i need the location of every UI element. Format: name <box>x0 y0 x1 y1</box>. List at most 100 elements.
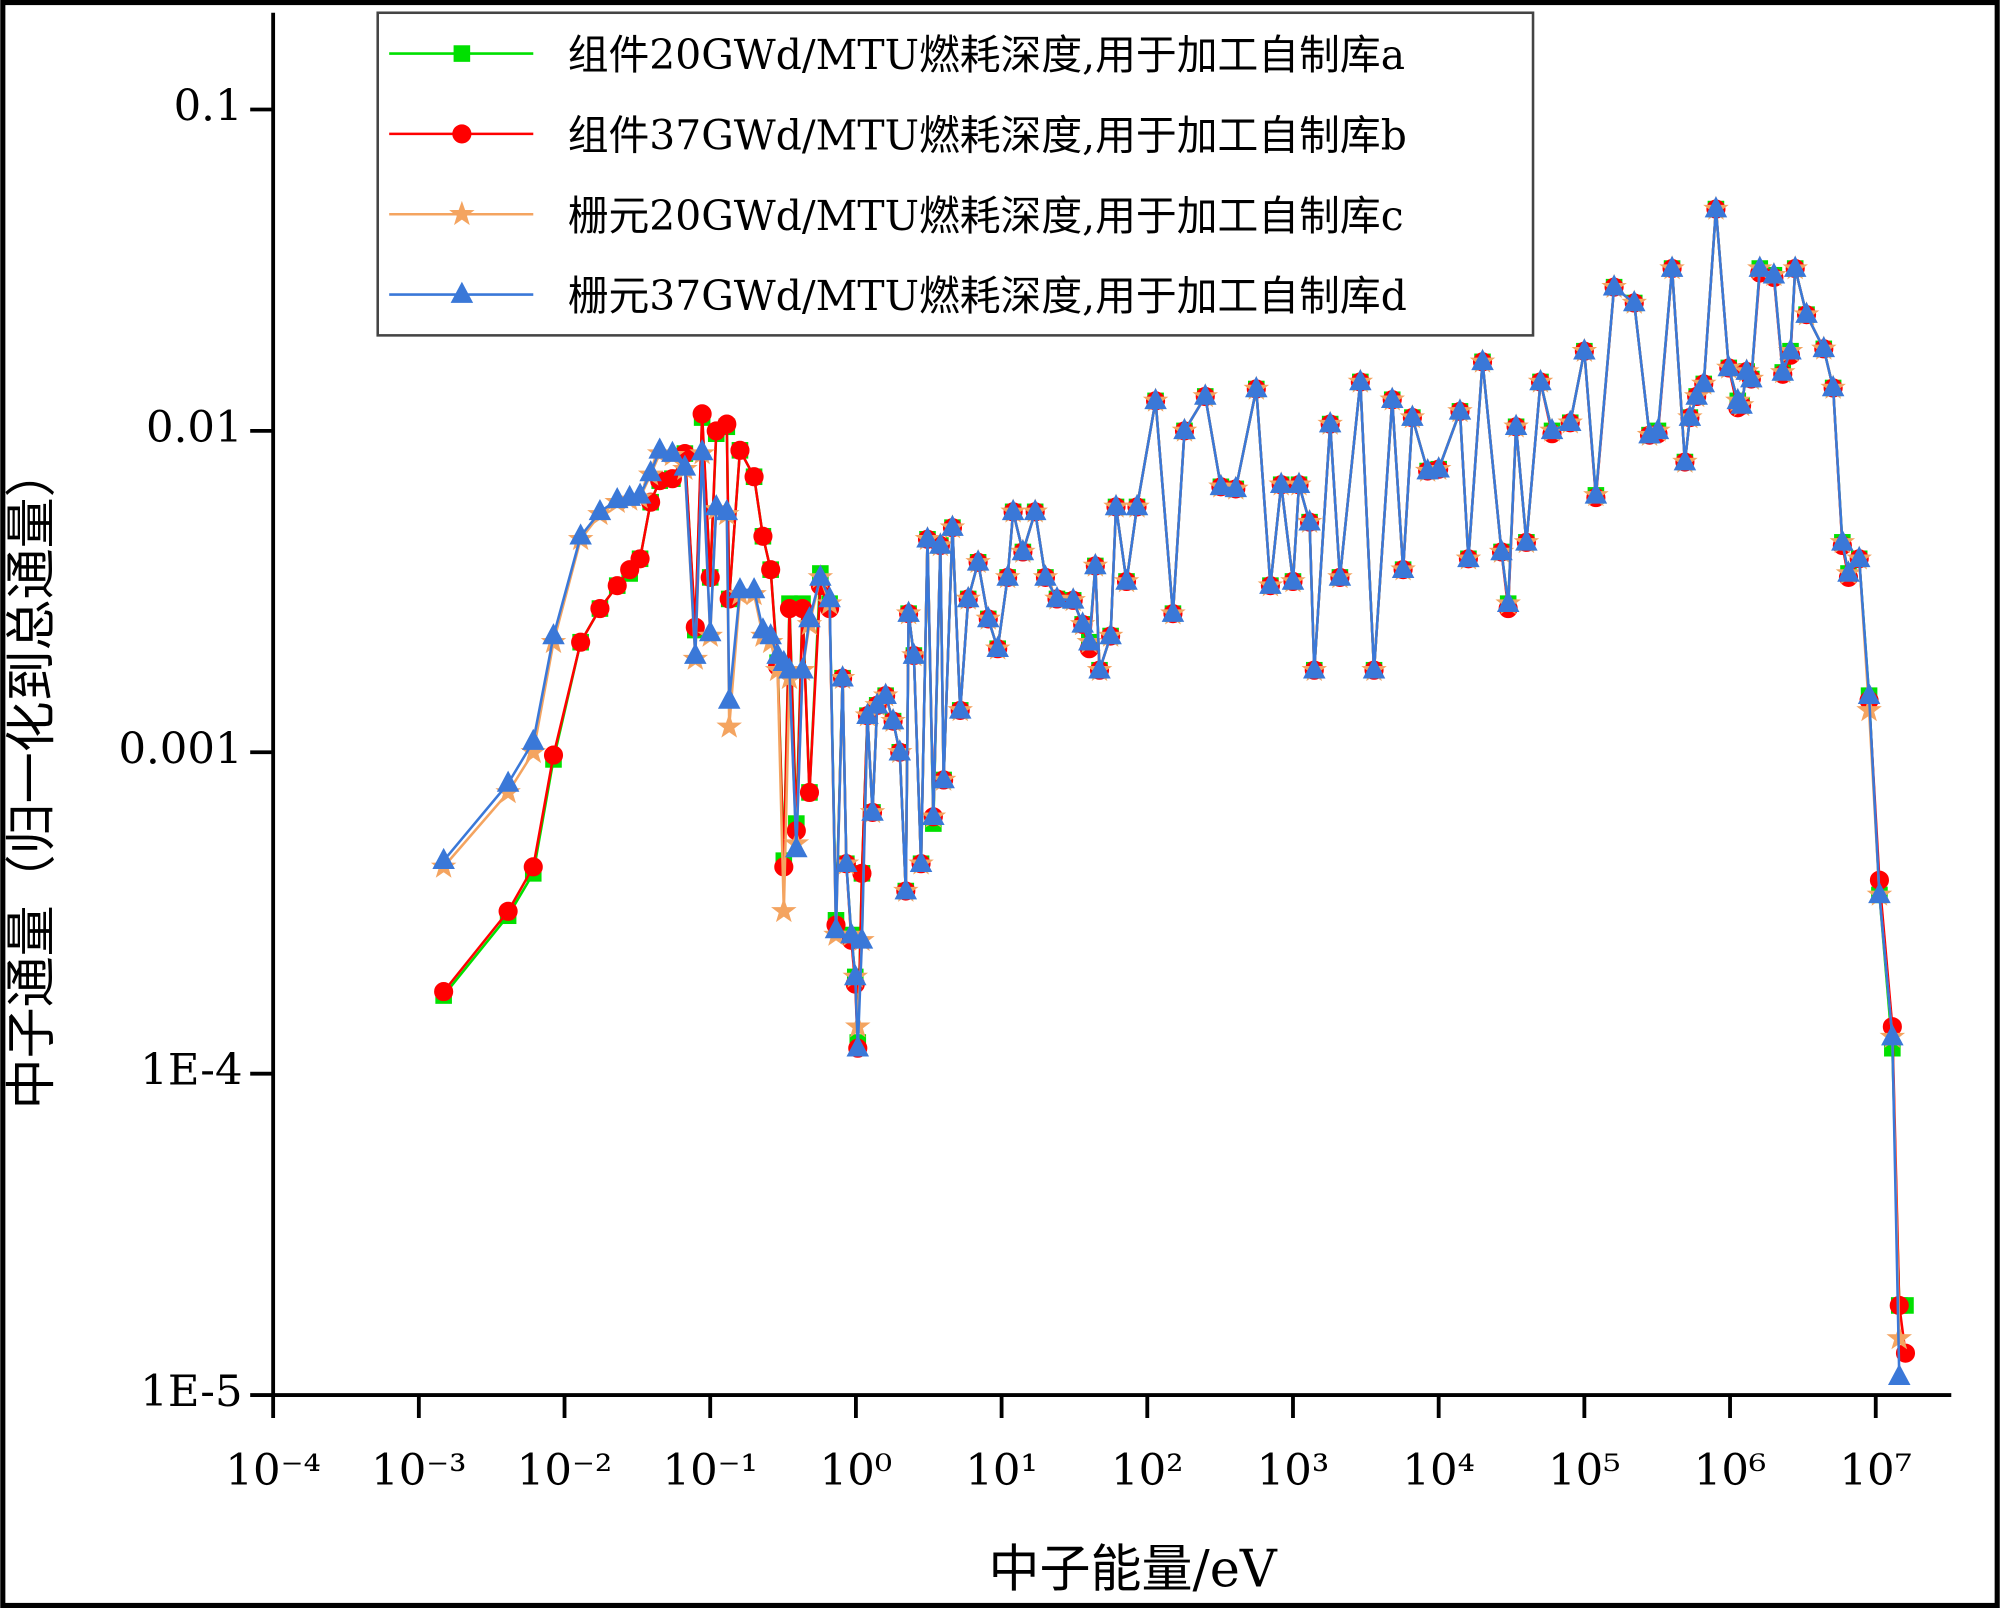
marker-triangle <box>1259 572 1282 594</box>
marker-triangle <box>948 697 972 719</box>
marker-triangle <box>1678 404 1702 426</box>
marker-circle <box>744 467 764 487</box>
marker-triangle <box>1730 392 1753 414</box>
legend-label: 栅元37GWd/MTU燃耗深度,用于加工自制库d <box>568 272 1407 320</box>
marker-triangle <box>661 440 684 462</box>
marker-triangle <box>1194 383 1217 405</box>
marker-triangle <box>791 657 814 679</box>
marker-triangle <box>1001 498 1025 521</box>
marker-triangle <box>1034 564 1057 586</box>
marker-triangle <box>1104 494 1128 516</box>
marker-triangle <box>1573 338 1596 360</box>
marker-triangle <box>902 642 926 664</box>
marker-circle <box>700 567 720 587</box>
marker-triangle <box>690 439 714 461</box>
marker-triangle <box>1783 255 1807 277</box>
marker-triangle <box>1490 539 1513 561</box>
marker-triangle <box>1660 255 1684 277</box>
marker-triangle <box>1099 623 1122 645</box>
marker-triangle <box>1584 482 1608 504</box>
marker-circle <box>717 414 737 434</box>
marker-triangle <box>1245 376 1268 398</box>
legend-label: 栅元20GWd/MTU燃耗深度,用于加工自制库c <box>568 192 1404 240</box>
marker-star <box>449 200 475 226</box>
marker-triangle <box>809 564 832 586</box>
x-tick-label: 10⁻¹ <box>663 1446 758 1496</box>
marker-triangle <box>1887 1363 1911 1386</box>
marker-triangle <box>1771 359 1795 381</box>
marker-triangle <box>1011 539 1035 561</box>
marker-triangle <box>569 523 592 545</box>
y-tick-label: 0.01 <box>146 403 243 453</box>
marker-triangle <box>1748 255 1772 277</box>
marker-triangle <box>1209 473 1233 496</box>
marker-triangle <box>922 803 945 826</box>
marker-triangle <box>1401 404 1424 426</box>
marker-triangle <box>1115 568 1138 590</box>
marker-star <box>716 713 742 738</box>
marker-triangle <box>1362 657 1386 679</box>
y-tick-label: 0.001 <box>118 724 242 774</box>
marker-triangle <box>1857 682 1881 704</box>
marker-triangle <box>542 623 565 645</box>
y-axis-title: 中子通量（归一化到总通量） <box>3 446 62 1109</box>
marker-circle <box>730 440 750 460</box>
marker-triangle <box>785 836 808 858</box>
marker-triangle <box>1717 355 1741 377</box>
marker-triangle <box>1646 418 1670 440</box>
marker-triangle <box>977 606 1000 628</box>
marker-triangle <box>894 878 918 900</box>
marker-triangle <box>450 281 474 303</box>
marker-triangle <box>1173 418 1196 440</box>
series <box>432 196 1911 1386</box>
marker-triangle <box>1448 398 1472 420</box>
marker-triangle <box>1224 476 1248 498</box>
x-tick-label: 10⁷ <box>1839 1446 1912 1496</box>
marker-triangle <box>856 702 879 724</box>
x-axis-title: 中子能量/eV <box>989 1541 1278 1600</box>
marker-triangle <box>881 708 905 730</box>
marker-circle <box>852 863 872 883</box>
x-tick-label: 10⁴ <box>1402 1446 1475 1496</box>
marker-circle <box>692 404 712 424</box>
marker-triangle <box>1496 590 1520 612</box>
marker-triangle <box>956 586 980 608</box>
marker-triangle <box>1125 494 1149 516</box>
marker-triangle <box>1084 553 1107 575</box>
marker-triangle <box>1868 882 1891 904</box>
marker-triangle <box>1088 657 1111 679</box>
marker-triangle <box>759 623 782 645</box>
marker-triangle <box>897 600 920 622</box>
marker-triangle <box>1504 413 1528 436</box>
marker-circle <box>630 549 650 569</box>
marker-triangle <box>496 770 520 792</box>
x-tick-label: 10¹ <box>965 1446 1038 1496</box>
marker-triangle <box>588 498 612 521</box>
marker-triangle <box>648 437 671 459</box>
marker-triangle <box>888 739 912 761</box>
y-tick-label: 1E-5 <box>140 1367 242 1417</box>
marker-triangle <box>909 850 933 873</box>
marker-circle <box>590 598 610 619</box>
marker-triangle <box>1762 262 1786 284</box>
legend-box <box>376 11 1535 337</box>
marker-triangle <box>850 927 874 949</box>
marker-triangle <box>1685 383 1708 405</box>
x-tick-label: 10³ <box>1257 1446 1330 1496</box>
marker-triangle <box>1837 560 1860 582</box>
marker-circle <box>523 857 543 877</box>
marker-square <box>453 45 471 62</box>
marker-triangle <box>1380 386 1404 409</box>
marker-triangle <box>966 549 990 571</box>
marker-triangle <box>1061 587 1085 609</box>
marker-triangle <box>818 586 841 608</box>
marker-triangle <box>1144 388 1167 410</box>
marker-triangle <box>1427 456 1450 478</box>
marker-triangle <box>1704 196 1728 218</box>
marker-triangle <box>861 799 884 821</box>
marker-triangle <box>715 498 739 521</box>
marker-triangle <box>1821 375 1845 397</box>
marker-triangle <box>1298 509 1321 531</box>
marker-circle <box>543 745 564 765</box>
